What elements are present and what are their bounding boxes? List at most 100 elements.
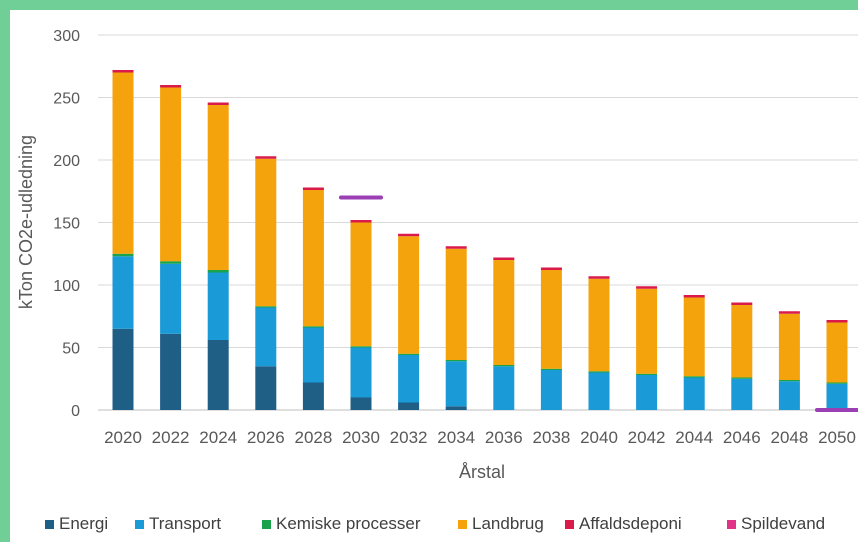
bar-segment-affaldsdeponi <box>445 246 467 249</box>
y-tick-label: 250 <box>53 91 80 108</box>
bar-segment-transport <box>826 383 848 410</box>
bar-segment-affaldsdeponi <box>112 70 134 73</box>
bar-segment-affaldsdeponi <box>540 267 562 270</box>
bar-segment-affaldsdeponi <box>302 187 324 190</box>
bar-segment-landbrug <box>112 72 134 254</box>
bar-segment-affaldsdeponi <box>398 233 420 237</box>
bar-segment-transport <box>731 378 753 410</box>
x-tick-label: 2022 <box>152 428 190 447</box>
target-markers <box>339 195 858 412</box>
bar-segment-kemiske-processer <box>255 306 277 308</box>
bar-segment-energi <box>398 402 420 410</box>
bar-segment-transport <box>350 347 372 398</box>
bar-segment-transport <box>398 355 420 403</box>
bar-segment-transport <box>588 372 610 410</box>
bar-segment-transport <box>636 375 658 410</box>
bar-segment-kemiske-processer <box>160 261 182 264</box>
bar-segment-landbrug <box>207 105 229 270</box>
bar-segment-landbrug <box>445 248 467 360</box>
bar-segment-transport <box>778 381 800 410</box>
bar-segment-landbrug <box>683 297 705 377</box>
bar-segment-landbrug <box>398 236 420 354</box>
bar-segment-landbrug <box>588 278 610 372</box>
legend-swatch <box>135 520 144 529</box>
bar-segment-landbrug <box>302 190 324 327</box>
bar-segment-kemiske-processer <box>778 380 800 382</box>
x-tick-label: 2046 <box>723 428 761 447</box>
bar-segment-energi <box>445 406 467 410</box>
y-tick-label: 0 <box>71 403 80 420</box>
x-tick-label: 2036 <box>485 428 523 447</box>
bar-segment-kemiske-processer <box>731 377 753 379</box>
bar-segment-landbrug <box>731 305 753 378</box>
bar-segment-kemiske-processer <box>826 382 848 384</box>
y-tick-label: 150 <box>53 216 80 233</box>
bar-segment-kemiske-processer <box>540 368 562 370</box>
legend-swatch <box>458 520 467 529</box>
bar-segment-affaldsdeponi <box>636 286 658 289</box>
x-tick-label: 2032 <box>390 428 428 447</box>
bar-segment-landbrug <box>255 158 277 307</box>
x-tick-label: 2034 <box>437 428 475 447</box>
x-tick-label: 2038 <box>532 428 570 447</box>
bar-segment-landbrug <box>350 222 372 347</box>
x-tick-label: 2048 <box>770 428 808 447</box>
legend-swatch <box>45 520 54 529</box>
bar-segment-affaldsdeponi <box>350 220 372 223</box>
y-axis-label: kTon CO2e-udledning <box>16 135 36 309</box>
x-tick-label: 2030 <box>342 428 380 447</box>
bar-segment-kemiske-processer <box>493 365 515 367</box>
y-axis-ticks: 0 50 100 150 200 250 300 <box>53 28 80 420</box>
bar-segment-energi <box>255 366 277 410</box>
bar-segment-transport <box>207 272 229 340</box>
bar-segment-energi <box>350 397 372 410</box>
bar-segment-kemiske-processer <box>302 326 324 328</box>
legend-swatch <box>727 520 736 529</box>
bar-segment-affaldsdeponi <box>493 257 515 260</box>
bar-segment-energi <box>302 382 324 410</box>
bar-segment-affaldsdeponi <box>826 320 848 323</box>
bar-segment-transport <box>302 327 324 383</box>
legend-swatch <box>262 520 271 529</box>
bar-segment-kemiske-processer <box>636 373 658 375</box>
bar-segment-landbrug <box>826 322 848 383</box>
y-tick-label: 100 <box>53 278 80 295</box>
x-tick-label: 2028 <box>294 428 332 447</box>
bar-segment-affaldsdeponi <box>778 311 800 314</box>
x-tick-label: 2040 <box>580 428 618 447</box>
bar-segment-landbrug <box>636 288 658 374</box>
bar-segment-kemiske-processer <box>207 270 229 273</box>
bar-segment-affaldsdeponi <box>588 276 610 279</box>
x-axis-ticks: 2020 2022 2024 2026 2028 2030 2032 2034 2036 2038… <box>104 428 856 447</box>
bar-segment-affaldsdeponi <box>255 156 277 159</box>
legend-label: Kemiske processer <box>276 514 421 533</box>
bar-segment-kemiske-processer <box>445 360 467 362</box>
legend-swatch <box>565 520 574 529</box>
bar-segment-landbrug <box>493 260 515 365</box>
legend-label: Landbrug <box>472 514 544 533</box>
legend-label: Affaldsdeponi <box>579 514 682 533</box>
bar-segment-kemiske-processer <box>398 353 420 355</box>
bar-segment-energi <box>160 333 182 410</box>
bar-segment-affaldsdeponi <box>731 302 753 305</box>
x-tick-label: 2050 <box>818 428 856 447</box>
legend-label: Spildevand <box>741 514 825 533</box>
x-tick-label: 2024 <box>199 428 237 447</box>
bar-segment-energi <box>207 340 229 410</box>
bar-segment-kemiske-processer <box>112 253 134 257</box>
bar-segment-landbrug <box>160 87 182 262</box>
y-tick-label: 200 <box>53 153 80 170</box>
bar-segment-landbrug <box>778 313 800 380</box>
bar-segment-affaldsdeponi <box>683 295 705 298</box>
legend: Energi Transport Kemiske processer Landbrug… <box>45 514 825 533</box>
bar-segment-transport <box>255 307 277 367</box>
bar-segment-transport <box>540 370 562 410</box>
x-tick-label: 2020 <box>104 428 142 447</box>
bar-segment-landbrug <box>540 270 562 369</box>
legend-label: Energi <box>59 514 108 533</box>
bar-segment-transport <box>160 263 182 334</box>
bar-segment-kemiske-processer <box>588 371 610 373</box>
bar-series <box>112 70 848 410</box>
x-tick-label: 2044 <box>675 428 713 447</box>
